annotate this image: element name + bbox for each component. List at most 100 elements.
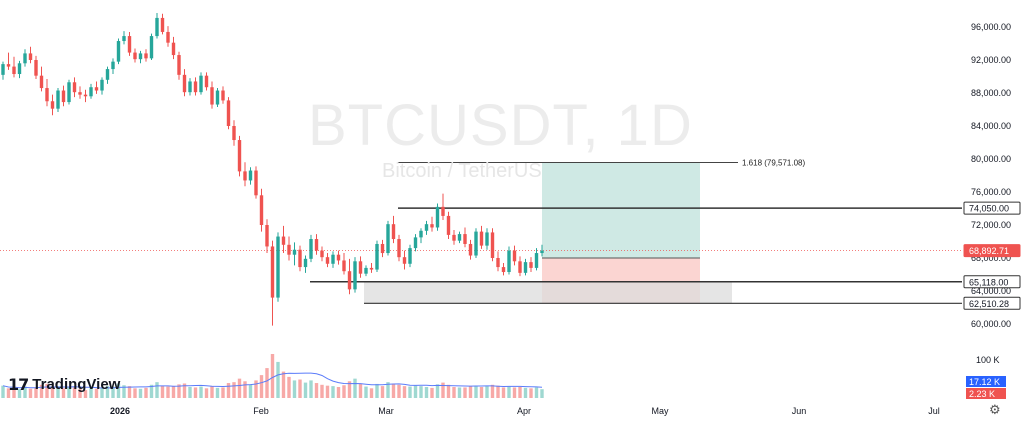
volume-bar [463, 387, 467, 398]
volume-bar [193, 387, 198, 398]
volume-bar [89, 388, 93, 398]
volume-bar [177, 384, 181, 398]
volume-bar [303, 382, 308, 398]
volume-bar [221, 387, 225, 398]
candle-body [408, 248, 412, 264]
time-axis[interactable]: 2026 Feb Mar Apr May Jun Jul [110, 406, 940, 416]
candle-body [155, 17, 159, 37]
volume-bar [479, 387, 484, 398]
volume-bar [397, 384, 401, 398]
volume-bar [39, 384, 44, 398]
symbol-watermark: BTCUSDT, 1D [308, 93, 693, 158]
gear-icon[interactable]: ⚙ [989, 403, 1001, 418]
volume-bar [127, 386, 132, 398]
volume-bar [292, 380, 297, 398]
volume-bar [210, 386, 214, 398]
price-label-box [963, 296, 1021, 310]
volume-bar [452, 387, 456, 398]
tradingview-logo[interactable]: 17 TradingView [8, 375, 120, 394]
volume-bar [534, 387, 539, 398]
candle-body [468, 243, 473, 256]
volume-bar [83, 390, 88, 398]
candle-body [188, 81, 192, 93]
volume-bar [78, 389, 82, 398]
volume-bar [496, 385, 500, 398]
candle-body [386, 224, 390, 254]
candle-body [331, 254, 335, 264]
volume-bar [243, 381, 247, 398]
volume-bar [166, 386, 170, 398]
volume-bars [1, 354, 544, 398]
candle-body [94, 87, 99, 91]
volume-bar [116, 383, 121, 398]
candle-body [12, 66, 16, 75]
volume-bar [28, 388, 33, 398]
candle-body [303, 258, 308, 268]
candle-body [292, 249, 297, 255]
candle-body [127, 36, 132, 53]
volume-bar [490, 384, 495, 398]
candle-body [507, 250, 511, 273]
candle-body [237, 140, 242, 172]
volume-bar [435, 384, 440, 398]
volume-bar [265, 368, 269, 398]
volume-bar [336, 387, 341, 398]
volume-bar [276, 361, 280, 398]
candle-body [45, 88, 49, 102]
candle-body [28, 53, 33, 60]
candle-body [50, 101, 55, 109]
candle-body [248, 170, 253, 181]
range-zone [364, 281, 732, 304]
candle-body [149, 36, 154, 59]
candle-body [463, 234, 467, 244]
volume-bar [56, 386, 60, 398]
volume-bar [226, 383, 231, 398]
candle-body [265, 225, 269, 247]
candle-body [243, 171, 247, 181]
candle-body [353, 261, 357, 290]
volume-bar [160, 385, 165, 398]
volume-bar [364, 386, 368, 398]
candle-body [402, 257, 407, 264]
volume-bar [287, 376, 291, 398]
volume-bar [111, 386, 115, 398]
volume-bar [34, 387, 38, 398]
candle-body [1, 64, 5, 75]
volume-bar [281, 371, 286, 398]
price-tick: 64,000.00 [971, 286, 1011, 296]
candle-body [72, 82, 77, 93]
candle-body [325, 257, 330, 264]
candle-body [61, 90, 66, 103]
candle-body [512, 250, 517, 262]
price-axis[interactable]: 96,000.00 92,000.00 88,000.00 84,000.00 80,0… [966, 22, 1011, 399]
price-label: 74,050.00 [969, 204, 1009, 214]
candle-body [138, 53, 143, 60]
candle-body [111, 61, 115, 70]
candle-body [314, 239, 319, 251]
volume-ma-line [2, 372, 543, 389]
candle-body [320, 250, 324, 258]
time-tick: Mar [378, 406, 394, 416]
candle-body [221, 90, 225, 101]
volume-bar [408, 386, 412, 398]
volume-bar [248, 384, 253, 398]
volume-bar [485, 386, 489, 398]
volume-bar [402, 386, 407, 398]
candle-body [452, 234, 456, 241]
volume-bar [380, 386, 385, 398]
candle-body [89, 87, 93, 97]
price-label: 65,118.00 [969, 277, 1008, 287]
candle-body [215, 90, 220, 105]
candle-body [424, 224, 429, 231]
volume-bar [347, 381, 352, 398]
candle-body [171, 42, 176, 56]
candle-body [347, 271, 352, 290]
volume-bar [17, 389, 22, 398]
candle-body [166, 31, 170, 43]
price-tick: 96,000.00 [971, 22, 1011, 32]
candles [1, 12, 544, 326]
volume-bar [12, 387, 16, 398]
price-labels: 74,050.00 68,892.71 65,118.00 62,510.28 [963, 201, 1021, 310]
candle-body [17, 63, 22, 75]
